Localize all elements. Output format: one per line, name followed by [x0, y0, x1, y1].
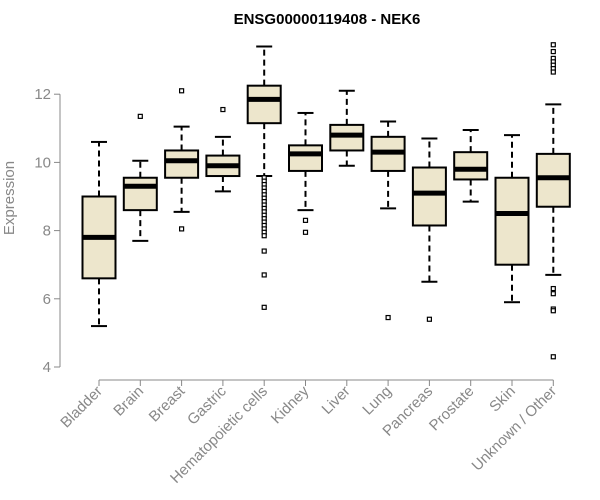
iqr-box: [246, 84, 282, 125]
outlier-point: [550, 354, 556, 360]
outlier-point: [137, 113, 143, 119]
iqr-box: [535, 152, 571, 208]
outlier-point: [550, 285, 556, 292]
outlier-point: [261, 233, 267, 239]
outlier-point: [261, 304, 267, 310]
box-bladder: [81, 140, 117, 328]
box-prostate: [453, 129, 489, 203]
outlier-point: [179, 88, 185, 94]
iqr-box: [453, 151, 489, 181]
box-breast: [164, 88, 200, 232]
y-axis-label: Expression: [1, 161, 18, 235]
x-tick-label: Liver: [319, 383, 354, 418]
outlier-point: [550, 42, 556, 48]
x-tick-label: Prostate: [426, 383, 478, 435]
iqr-box: [122, 176, 158, 212]
x-tick-label: Bladder: [57, 383, 106, 432]
outlier-point: [550, 48, 556, 55]
x-tick-label: Breast: [146, 382, 189, 425]
iqr-box: [164, 149, 200, 179]
outlier-point: [302, 229, 309, 235]
y-tick-label: 10: [34, 154, 51, 171]
iqr-box: [411, 166, 447, 227]
x-tick-label: Kidney: [268, 382, 313, 427]
iqr-box: [288, 144, 323, 172]
box-lung: [370, 120, 406, 321]
chart-title: ENSG00000119408 - NEK6: [234, 11, 421, 28]
outlier-point: [220, 106, 226, 113]
x-tick-label: Lung: [359, 383, 395, 419]
outlier-point: [550, 308, 556, 314]
outlier-point: [426, 316, 432, 322]
box-hematopoietic-cells: [246, 45, 282, 310]
outlier-point: [385, 314, 391, 321]
outlier-point: [302, 217, 309, 223]
box-unknown-other: [535, 42, 571, 360]
y-tick-label: 6: [43, 291, 51, 308]
y-axis: 4 6 8 10 12: [34, 86, 61, 376]
outlier-point: [550, 291, 556, 297]
x-tick-label: Skin: [486, 383, 519, 416]
box-pancreas: [411, 137, 447, 322]
box-brain: [122, 113, 158, 242]
outlier-point: [261, 248, 267, 254]
box-skin: [494, 134, 530, 304]
boxes-group: [81, 42, 571, 360]
box-gastric: [205, 106, 241, 193]
y-tick-label: 4: [43, 359, 51, 376]
y-tick-label: 8: [43, 223, 51, 240]
iqr-box: [329, 123, 365, 152]
box-kidney: [288, 111, 323, 235]
y-tick-label: 12: [34, 86, 51, 103]
box-liver: [329, 89, 365, 167]
x-tick-label: Brain: [110, 383, 147, 420]
iqr-box: [494, 176, 530, 266]
outlier-point: [261, 272, 267, 278]
outlier-point: [550, 69, 556, 75]
outlier-point: [179, 226, 185, 232]
